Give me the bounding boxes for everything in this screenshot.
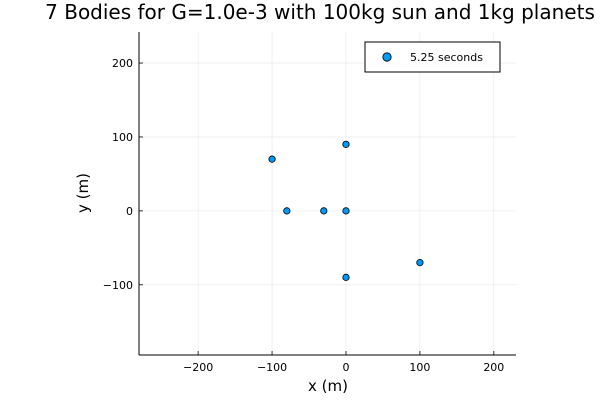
y-tick-label: −100 (103, 279, 133, 292)
legend-marker (382, 52, 392, 62)
data-point (283, 207, 291, 215)
y-tick-label: 200 (112, 57, 133, 70)
legend-entry-label: 5.25 seconds (410, 51, 483, 64)
legend: 5.25 seconds (364, 41, 501, 73)
chart-title: 7 Bodies for G=1.0e-3 with 100kg sun and… (45, 0, 595, 24)
x-tick-label: 200 (483, 361, 504, 374)
y-tick-label: 100 (112, 131, 133, 144)
data-point (342, 273, 350, 281)
data-point (342, 207, 350, 215)
data-points (268, 140, 424, 281)
data-point (320, 207, 328, 215)
legend-box (364, 41, 501, 73)
data-point (342, 140, 350, 148)
x-axis-label: x (m) (308, 377, 348, 395)
x-tick-label: −200 (183, 361, 213, 374)
y-axis-label: y (m) (74, 173, 92, 213)
axis-ticks: −200 −100 0 100 200 −100 0 100 200 (103, 57, 505, 374)
x-tick-label: 100 (409, 361, 430, 374)
data-point (268, 155, 276, 163)
x-tick-label: 0 (342, 361, 349, 374)
plot-frame (138, 32, 516, 356)
y-tick-label: 0 (126, 205, 133, 218)
grid (139, 32, 516, 355)
data-point (416, 259, 424, 267)
x-tick-label: −100 (257, 361, 287, 374)
